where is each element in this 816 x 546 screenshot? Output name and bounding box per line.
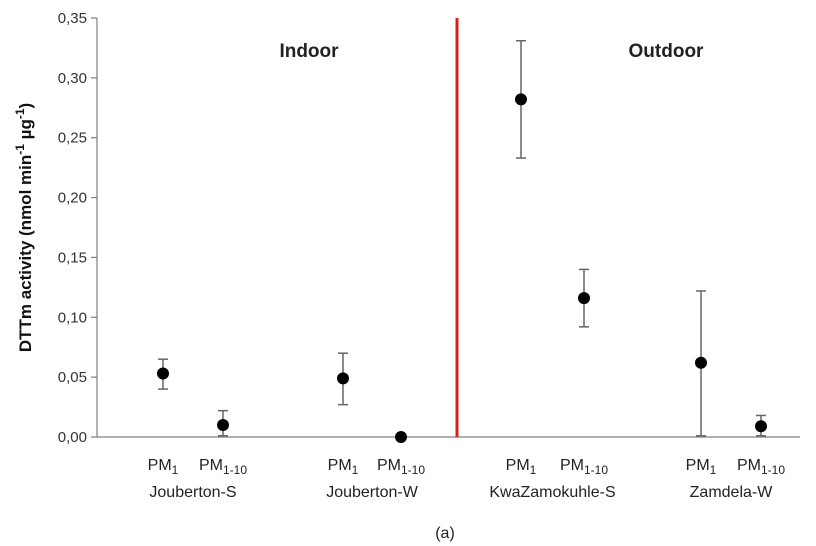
y-tick-label: 0,15 (58, 249, 87, 266)
site-label: Jouberton-S (149, 484, 236, 501)
y-tick-label: 0,00 (58, 429, 87, 446)
x-category-labels: PM1 PM1-10 PM1 PM1-10 PM1 PM1-10 PM1 PM1-10 Joub… (148, 457, 786, 501)
data-point (395, 431, 407, 443)
figure-caption: (a) (435, 525, 455, 542)
y-axis-title: DTTm activity (nmol min-1 µg-1) (13, 103, 35, 352)
error-bars (158, 39, 766, 437)
data-point (515, 93, 527, 106)
size-fraction-label: PM1 (506, 457, 537, 477)
size-fraction-label: PM1 (686, 457, 717, 477)
data-point (695, 356, 707, 369)
region-label-indoor: Indoor (279, 41, 339, 62)
data-point (217, 419, 229, 432)
size-fraction-label: PM1-10 (737, 457, 785, 477)
site-label: Jouberton-W (326, 484, 418, 501)
data-point (578, 292, 590, 305)
size-fraction-label: PM1 (148, 457, 179, 477)
data-points (157, 93, 767, 443)
data-point (337, 372, 349, 385)
site-label: Zamdela-W (690, 484, 774, 501)
size-fraction-label: PM1 (328, 457, 359, 477)
y-tick-label: 0,05 (58, 369, 87, 386)
data-point (157, 367, 169, 380)
region-labels: Indoor Outdoor (279, 41, 704, 62)
size-fraction-label: PM1-10 (377, 457, 425, 477)
y-tick-label: 0,20 (58, 190, 87, 207)
region-label-outdoor: Outdoor (629, 41, 705, 62)
size-fraction-label: PM1-10 (560, 457, 608, 477)
y-tick-labels: 0,00 0,05 0,10 0,15 0,20 0,25 0,30 0,35 (58, 10, 97, 446)
y-tick-label: 0,35 (58, 10, 87, 27)
y-tick-label: 0,10 (58, 309, 87, 326)
site-label: KwaZamokuhle-S (489, 484, 615, 501)
axes-layer (96, 18, 800, 438)
data-point (755, 420, 767, 433)
y-tick-label: 0,25 (58, 130, 87, 147)
y-tick-label: 0,30 (58, 70, 87, 87)
size-fraction-label: PM1-10 (199, 457, 247, 477)
